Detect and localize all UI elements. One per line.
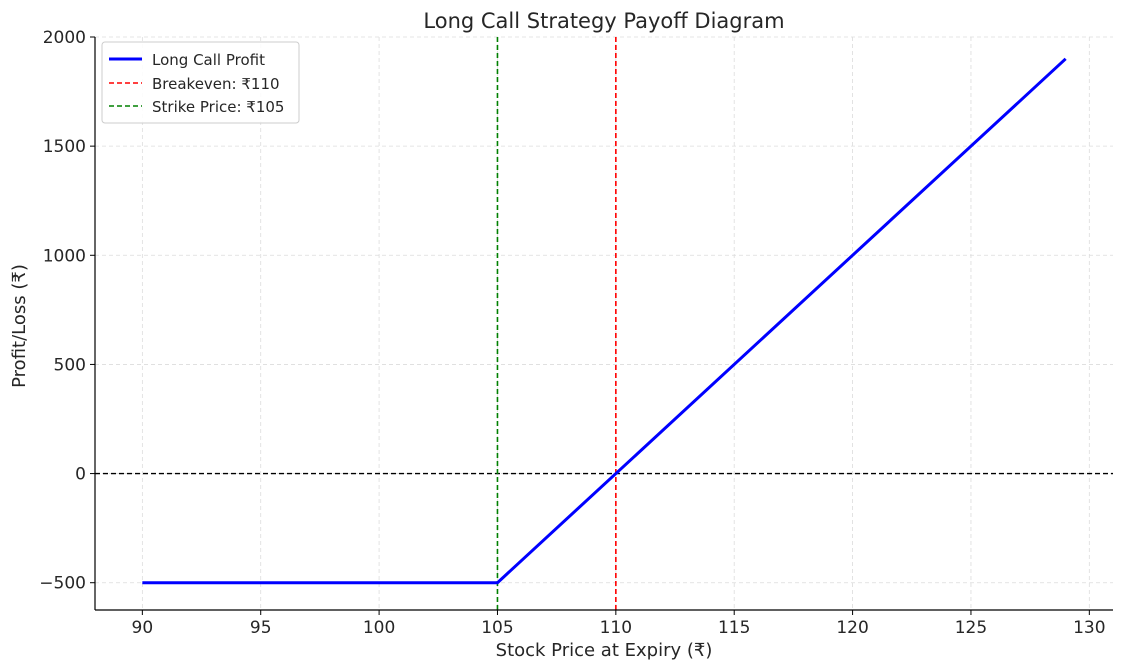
chart-title: Long Call Strategy Payoff Diagram [423,9,784,33]
x-tick-label-125: 125 [955,618,987,638]
series-layer [142,57,1067,585]
y-tick-label-1500: 1500 [43,137,86,157]
legend-box [101,41,300,124]
legend-label-long-call-profit: Long Call Profit [152,51,265,69]
y-axis-label: Profit/Loss (₹) [9,264,30,388]
x-tick-label-105: 105 [481,618,513,638]
x-tick-label-130: 130 [1073,618,1105,638]
y-tick-label-2000: 2000 [43,28,86,48]
legend-label-breakeven: Breakeven: ₹110 [152,75,280,93]
y-tick-label-0: 0 [75,465,86,485]
axes [90,36,1113,615]
x-tick-label-90: 90 [132,618,154,638]
x-axis-label: Stock Price at Expiry (₹) [496,640,713,661]
series-line-long-call-profit [142,57,1067,585]
x-tick-label-95: 95 [250,618,272,638]
x-tick-label-100: 100 [363,618,395,638]
y-tick-label--500: −500 [39,574,86,594]
x-tick-label-110: 110 [600,618,632,638]
legend: Long Call Profit Breakeven: ₹110 Strike … [101,41,300,124]
x-tick-label-120: 120 [836,618,868,638]
reference-lines [95,37,1113,610]
x-tick-label-115: 115 [718,618,750,638]
y-tick-label-1000: 1000 [43,246,86,266]
legend-label-strike-price: Strike Price: ₹105 [152,98,284,116]
tick-labels: 90 95 100 105 110 115 120 125 130 −500 0 500 1000 150… [39,28,1105,638]
y-tick-label-500: 500 [54,355,86,375]
